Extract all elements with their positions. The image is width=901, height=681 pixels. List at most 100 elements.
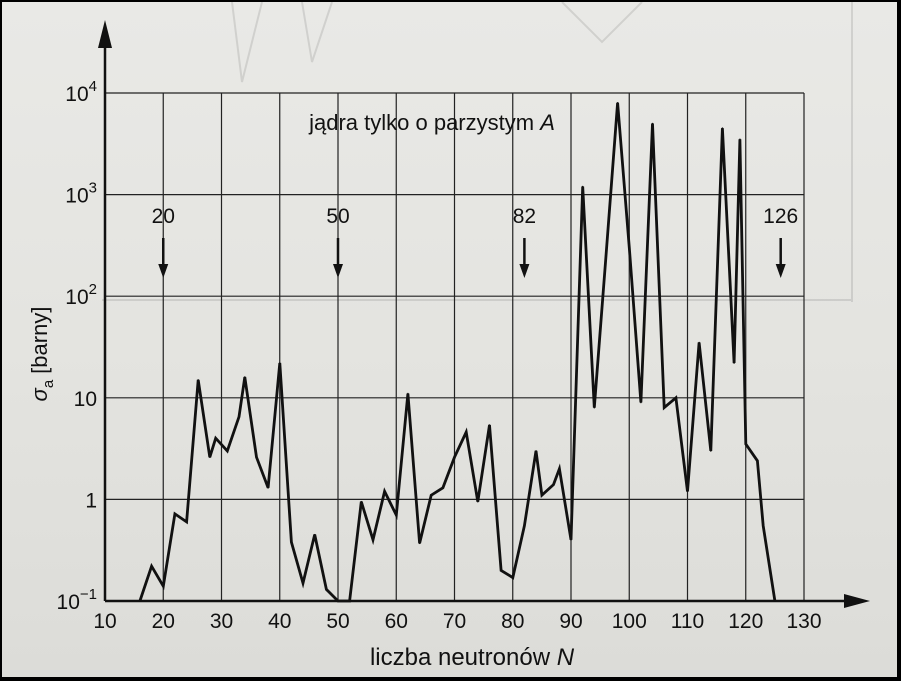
data-point: [150, 565, 153, 568]
data-point: [337, 600, 339, 602]
x-tick-label: 110: [671, 610, 704, 633]
magic-number-label: 82: [513, 205, 536, 228]
data-point: [675, 397, 677, 399]
y-tick-labels: 10−1 1 10 102 103 104: [57, 78, 97, 614]
data-point: [710, 450, 712, 452]
data-point: [302, 582, 304, 584]
magic-number-arrowhead: [158, 264, 169, 278]
data-point: [500, 569, 502, 572]
data-point: [523, 524, 526, 527]
data-point: [197, 379, 199, 381]
data-point: [535, 450, 537, 452]
y-tick-label: 104: [65, 78, 97, 106]
data-point: [174, 513, 176, 515]
page-bleed-decoration: [102, 2, 853, 302]
data-point: [552, 483, 555, 486]
data-point: [139, 600, 141, 602]
y-axis-label: σa[barny]: [27, 307, 57, 402]
x-tick-labels: 10 20 30 40 50 60 70 80 90 100 110 120 130: [93, 610, 821, 633]
magic-number-arrowhead: [333, 264, 343, 278]
data-point: [372, 539, 374, 541]
data-point: [244, 376, 246, 378]
data-point: [278, 362, 281, 364]
data-point: [209, 456, 211, 459]
x-tick-label: 20: [152, 610, 175, 633]
x-tick-label: 10: [93, 610, 116, 633]
data-point: [348, 600, 351, 602]
data-point: [488, 424, 491, 426]
data-point: [616, 102, 619, 104]
x-tick-label: 130: [786, 610, 821, 633]
x-tick-label: 60: [385, 610, 408, 633]
x-tick-label: 30: [210, 610, 233, 633]
data-point: [721, 127, 724, 130]
data-point: [185, 521, 188, 523]
data-point: [628, 246, 631, 249]
x-axis-arrowhead: [844, 594, 870, 608]
data-point: [383, 490, 386, 493]
y-tick-label: 103: [65, 180, 97, 208]
magic-number-markers: 20 50 82 126: [152, 205, 798, 278]
y-axis-arrowhead: [98, 20, 112, 48]
y-tick-label: 10−1: [57, 586, 97, 614]
data-point: [395, 514, 398, 516]
x-axis-label: liczba neutronów N: [370, 644, 575, 671]
x-tick-label: 70: [443, 610, 466, 633]
data-point: [477, 500, 479, 503]
data-point: [541, 494, 543, 496]
data-point: [686, 490, 689, 493]
data-point: [313, 533, 316, 536]
data-point: [511, 576, 514, 579]
data-point: [465, 431, 467, 433]
x-tick-label: 90: [559, 610, 582, 633]
y-tick-label: 10: [74, 388, 97, 411]
x-tick-label: 120: [728, 610, 763, 633]
x-tick-label: 80: [501, 610, 524, 633]
magic-number-label: 20: [152, 205, 175, 228]
data-point: [226, 450, 229, 452]
data-point: [756, 459, 759, 462]
x-tick-label: 40: [268, 610, 291, 633]
data-point: [762, 524, 765, 527]
data-point: [407, 392, 409, 395]
data-point: [238, 416, 240, 418]
x-tick-label: 100: [612, 610, 647, 633]
data-point: [255, 456, 258, 459]
data-point: [214, 437, 217, 440]
magic-number-arrowhead: [519, 264, 530, 278]
data-point: [418, 542, 421, 545]
magic-number-label: 50: [326, 205, 349, 228]
data-point: [640, 401, 642, 404]
data-point: [774, 600, 776, 602]
data-point: [267, 487, 269, 489]
data-point: [605, 254, 607, 257]
grid-lines: [105, 92, 805, 601]
magic-number-label: 126: [763, 205, 798, 228]
data-point: [162, 585, 165, 587]
data-point: [360, 500, 363, 503]
data-point: [581, 185, 584, 188]
data-point: [739, 138, 741, 141]
data-point: [453, 456, 456, 459]
data-point: [733, 362, 735, 364]
data-point: [744, 443, 747, 445]
data-point: [290, 541, 293, 543]
x-tick-label: 50: [326, 610, 349, 633]
data-series: [138, 102, 777, 603]
y-tick-label: 1: [85, 489, 97, 512]
data-point: [651, 122, 654, 125]
data-point: [442, 487, 444, 489]
data-point: [593, 406, 596, 409]
data-point: [698, 341, 700, 344]
data-point: [570, 539, 572, 541]
data-point: [663, 406, 665, 409]
y-tick-label: 102: [65, 281, 97, 309]
data-point: [430, 494, 433, 496]
magic-number-arrowhead: [775, 264, 786, 278]
chart-title: jądra tylko o parzystym A: [308, 110, 555, 135]
data-point: [558, 468, 561, 470]
series-line: [138, 102, 777, 603]
axes: [98, 20, 870, 608]
